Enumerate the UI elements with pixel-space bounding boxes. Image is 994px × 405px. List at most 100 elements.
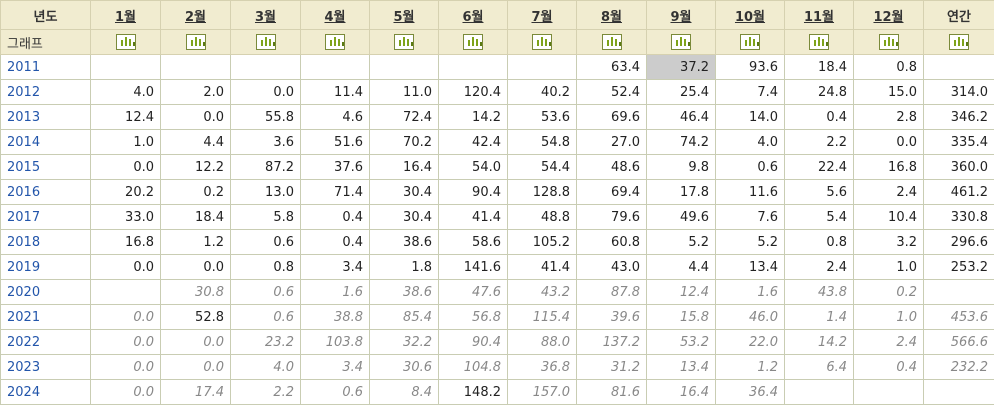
value-cell: 3.2	[854, 230, 924, 255]
value-cell: 2.4	[785, 255, 854, 280]
value-cell: 41.4	[508, 255, 577, 280]
bar-chart-icon[interactable]	[463, 34, 483, 50]
value-cell: 14.2	[785, 330, 854, 355]
value-cell: 16.8	[854, 155, 924, 180]
value-cell: 69.6	[577, 105, 647, 130]
value-cell: 1.2	[716, 355, 785, 380]
graph-cell	[924, 30, 994, 55]
month-header-label[interactable]: 4월	[324, 10, 345, 25]
month-header-label[interactable]: 2월	[185, 10, 206, 25]
year-link[interactable]: 2021	[1, 305, 91, 330]
value-cell: 3.4	[301, 355, 370, 380]
month-header-label[interactable]: 9월	[670, 10, 691, 25]
value-cell: 51.6	[301, 130, 370, 155]
month-header-label[interactable]: 10월	[735, 10, 765, 25]
year-link[interactable]: 2019	[1, 255, 91, 280]
value-cell: 12.4	[91, 105, 161, 130]
value-cell: 1.0	[854, 305, 924, 330]
value-cell: 30.8	[161, 280, 231, 305]
value-cell: 0.6	[231, 305, 301, 330]
value-cell: 1.0	[854, 255, 924, 280]
month-header-label[interactable]: 7월	[531, 10, 552, 25]
value-cell: 5.6	[785, 180, 854, 205]
value-cell: 2.0	[161, 80, 231, 105]
month-header-label[interactable]: 5월	[393, 10, 414, 25]
value-cell: 3.6	[231, 130, 301, 155]
value-cell: 1.8	[370, 255, 439, 280]
value-cell: 128.8	[508, 180, 577, 205]
value-cell: 14.0	[716, 105, 785, 130]
value-cell: 4.6	[301, 105, 370, 130]
graph-cell	[577, 30, 647, 55]
value-cell: 43.8	[785, 280, 854, 305]
year-link[interactable]: 2024	[1, 380, 91, 405]
year-link[interactable]: 2013	[1, 105, 91, 130]
value-cell	[439, 55, 508, 80]
month-header[interactable]: 12월	[854, 1, 924, 30]
value-cell: 105.2	[508, 230, 577, 255]
bar-chart-icon[interactable]	[879, 34, 899, 50]
value-cell: 87.8	[577, 280, 647, 305]
month-header-label[interactable]: 11월	[804, 10, 834, 25]
bar-chart-icon[interactable]	[325, 34, 345, 50]
month-header-label[interactable]: 12월	[873, 10, 903, 25]
bar-chart-icon[interactable]	[256, 34, 276, 50]
bar-chart-icon[interactable]	[186, 34, 206, 50]
year-link[interactable]: 2011	[1, 55, 91, 80]
month-header-label[interactable]: 6월	[462, 10, 483, 25]
month-header[interactable]: 7월	[508, 1, 577, 30]
value-cell: 30.4	[370, 180, 439, 205]
value-cell: 0.8	[785, 230, 854, 255]
month-header-label[interactable]: 3월	[255, 10, 276, 25]
bar-chart-icon[interactable]	[671, 34, 691, 50]
year-link[interactable]: 2014	[1, 130, 91, 155]
month-header[interactable]: 4월	[301, 1, 370, 30]
month-header[interactable]: 5월	[370, 1, 439, 30]
value-cell: 2.8	[854, 105, 924, 130]
year-link[interactable]: 2022	[1, 330, 91, 355]
value-cell: 11.0	[370, 80, 439, 105]
value-cell: 36.4	[716, 380, 785, 405]
value-cell: 17.4	[161, 380, 231, 405]
month-header[interactable]: 10월	[716, 1, 785, 30]
year-header: 년도	[1, 1, 91, 30]
value-cell: 148.2	[439, 380, 508, 405]
annual-total-cell	[924, 280, 994, 305]
month-header[interactable]: 6월	[439, 1, 508, 30]
value-cell: 52.4	[577, 80, 647, 105]
bar-chart-icon[interactable]	[602, 34, 622, 50]
month-header-label[interactable]: 8월	[601, 10, 622, 25]
bar-chart-icon[interactable]	[809, 34, 829, 50]
year-link[interactable]: 2017	[1, 205, 91, 230]
value-cell: 23.2	[231, 330, 301, 355]
year-link[interactable]: 2012	[1, 80, 91, 105]
value-cell: 2.4	[854, 180, 924, 205]
value-cell: 37.6	[301, 155, 370, 180]
value-cell: 0.4	[301, 205, 370, 230]
value-cell: 38.6	[370, 230, 439, 255]
value-cell: 4.4	[161, 130, 231, 155]
month-header[interactable]: 9월	[647, 1, 716, 30]
bar-chart-icon[interactable]	[949, 34, 969, 50]
month-header[interactable]: 1월	[91, 1, 161, 30]
year-link[interactable]: 2020	[1, 280, 91, 305]
month-header[interactable]: 8월	[577, 1, 647, 30]
year-link[interactable]: 2023	[1, 355, 91, 380]
month-header[interactable]: 3월	[231, 1, 301, 30]
month-header[interactable]: 11월	[785, 1, 854, 30]
year-link[interactable]: 2016	[1, 180, 91, 205]
value-cell: 55.8	[231, 105, 301, 130]
bar-chart-icon[interactable]	[532, 34, 552, 50]
value-cell: 88.0	[508, 330, 577, 355]
year-link[interactable]: 2018	[1, 230, 91, 255]
month-header-label[interactable]: 1월	[115, 10, 136, 25]
month-header[interactable]: 2월	[161, 1, 231, 30]
bar-chart-icon[interactable]	[394, 34, 414, 50]
bar-chart-icon[interactable]	[740, 34, 760, 50]
bar-chart-icon[interactable]	[116, 34, 136, 50]
year-link[interactable]: 2015	[1, 155, 91, 180]
value-cell: 13.4	[716, 255, 785, 280]
